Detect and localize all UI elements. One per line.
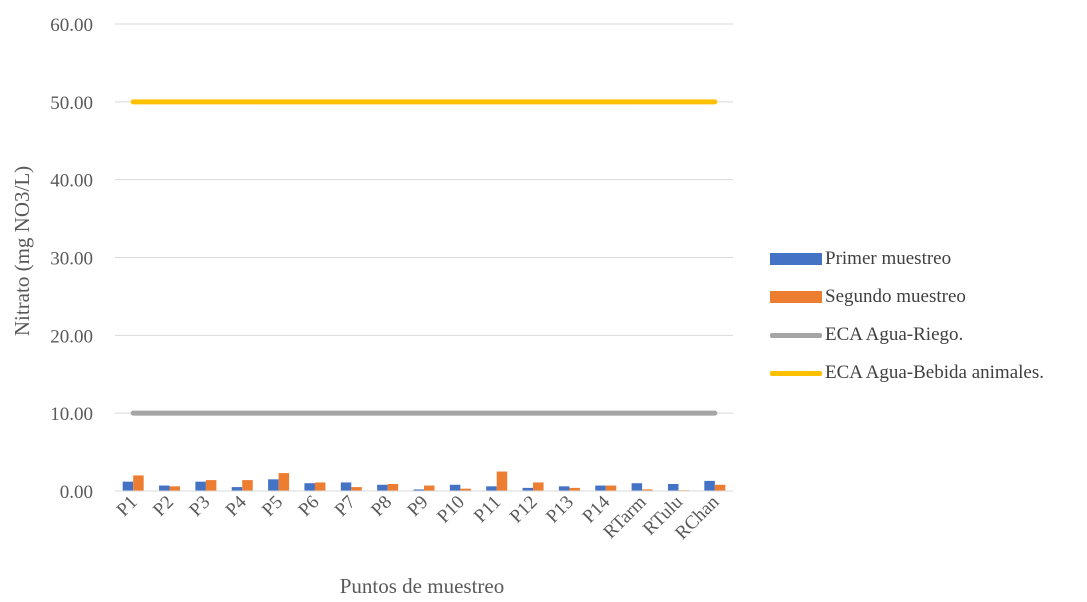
bar-segundo-muestreo-p4: [242, 480, 253, 491]
bar-segundo-muestreo-p10: [460, 488, 471, 491]
bar-primer-muestreo-p13: [558, 486, 570, 491]
y-axis-tick-labels: 0.00 10.00 20.00 30.00 40.00 50.00 60.00: [50, 15, 93, 503]
x-tick-label: P8: [367, 492, 396, 521]
x-tick-label: P2: [149, 492, 178, 521]
legend-label-riego: ECA Agua-Riego.: [825, 324, 964, 345]
bar-primer-muestreo-p10: [449, 484, 461, 491]
bar-segundo-muestreo-p3: [205, 480, 217, 491]
bar-primer-muestreo-rtarm: [631, 483, 643, 491]
legend-item-primer: Primer muestreo: [770, 240, 1044, 278]
bar-segundo-muestreo-p1: [133, 475, 144, 491]
bar-primer-muestreo-rchan: [704, 480, 715, 491]
legend-label-primer: Primer muestreo: [825, 248, 952, 269]
legend-label-segundo: Segundo muestreo: [825, 286, 966, 307]
bar-segundo-muestreo-p7: [351, 487, 362, 491]
bar-segundo-muestreo-p9: [424, 485, 435, 491]
x-axis-title: Puntos de muestreo: [340, 574, 504, 598]
x-tick-label: P4: [222, 491, 251, 520]
bar-segundo-muestreo-p12: [533, 482, 544, 491]
bar-segundo-muestreo-rchan: [714, 484, 726, 491]
bar-primer-muestreo-p1: [122, 481, 134, 491]
legend-swatch-riego: [770, 332, 822, 338]
bar-primer-muestreo-p12: [522, 487, 534, 491]
y-tick-label: 30.00: [50, 249, 93, 270]
bar-primer-muestreo-p3: [195, 481, 206, 491]
legend-item-riego: ECA Agua-Riego.: [770, 316, 1044, 354]
bar-primer-muestreo-p5: [268, 479, 279, 491]
y-tick-label: 40.00: [50, 171, 93, 192]
x-tick-label: P11: [470, 492, 505, 527]
y-tick-label: 60.00: [50, 15, 93, 36]
y-tick-label: 50.00: [50, 93, 93, 114]
x-tick-label: P5: [258, 492, 287, 521]
bar-primer-muestreo-p11: [486, 486, 497, 491]
bar-primer-muestreo-p7: [340, 482, 352, 491]
bar-segundo-muestreo-p8: [387, 483, 399, 491]
bar-segundo-muestreo-p6: [314, 482, 326, 491]
bar-segundo-muestreo-p11: [496, 471, 508, 491]
bar-series: [122, 471, 726, 491]
y-tick-label: 20.00: [50, 326, 93, 347]
bar-primer-muestreo-p6: [304, 483, 315, 491]
x-tick-label: P13: [542, 492, 578, 528]
x-tick-label: P9: [403, 492, 432, 521]
bar-segundo-muestreo-p5: [278, 473, 290, 491]
x-tick-label: P12: [506, 492, 542, 528]
bar-primer-muestreo-p14: [595, 485, 606, 491]
legend-label-bebida: ECA Agua-Bebida animales.: [825, 362, 1044, 383]
legend-swatch-bebida: [770, 370, 822, 376]
bar-primer-muestreo-p8: [377, 484, 388, 491]
bar-segundo-muestreo-rtarm: [642, 489, 653, 491]
x-tick-label: P10: [433, 492, 469, 528]
y-axis-title: Nitrato (mg NO3/L): [10, 166, 34, 336]
bar-segundo-muestreo-p2: [169, 486, 181, 491]
bar-primer-muestreo-rtulu: [667, 483, 679, 491]
x-tick-label: RTarm: [599, 492, 650, 543]
gridlines: [115, 23, 733, 414]
line-series: [130, 99, 718, 416]
legend-item-bebida: ECA Agua-Bebida animales.: [770, 354, 1044, 392]
bar-segundo-muestreo-p13: [569, 487, 580, 491]
y-tick-label: 10.00: [50, 404, 93, 425]
legend-swatch-primer: [770, 253, 822, 265]
bar-primer-muestreo-p2: [159, 485, 170, 491]
x-tick-label: P1: [113, 492, 142, 521]
legend-item-segundo: Segundo muestreo: [770, 278, 1044, 316]
bar-primer-muestreo-p4: [231, 487, 243, 491]
y-tick-label: 0.00: [60, 482, 93, 503]
x-tick-label: P7: [331, 492, 360, 521]
x-tick-label: P6: [294, 492, 323, 521]
x-tick-label: P3: [185, 492, 214, 521]
bar-primer-muestreo-p9: [413, 489, 424, 491]
legend: Primer muestreo Segundo muestreo ECA Agu…: [770, 240, 1044, 392]
x-axis-tick-labels: P1 P2 P3 P4 P5 P6 P7 P8 P9 P10 P11 P12 P13 P14RTarmRT…: [113, 491, 724, 544]
bar-segundo-muestreo-p14: [605, 485, 617, 491]
legend-swatch-segundo: [770, 291, 822, 303]
